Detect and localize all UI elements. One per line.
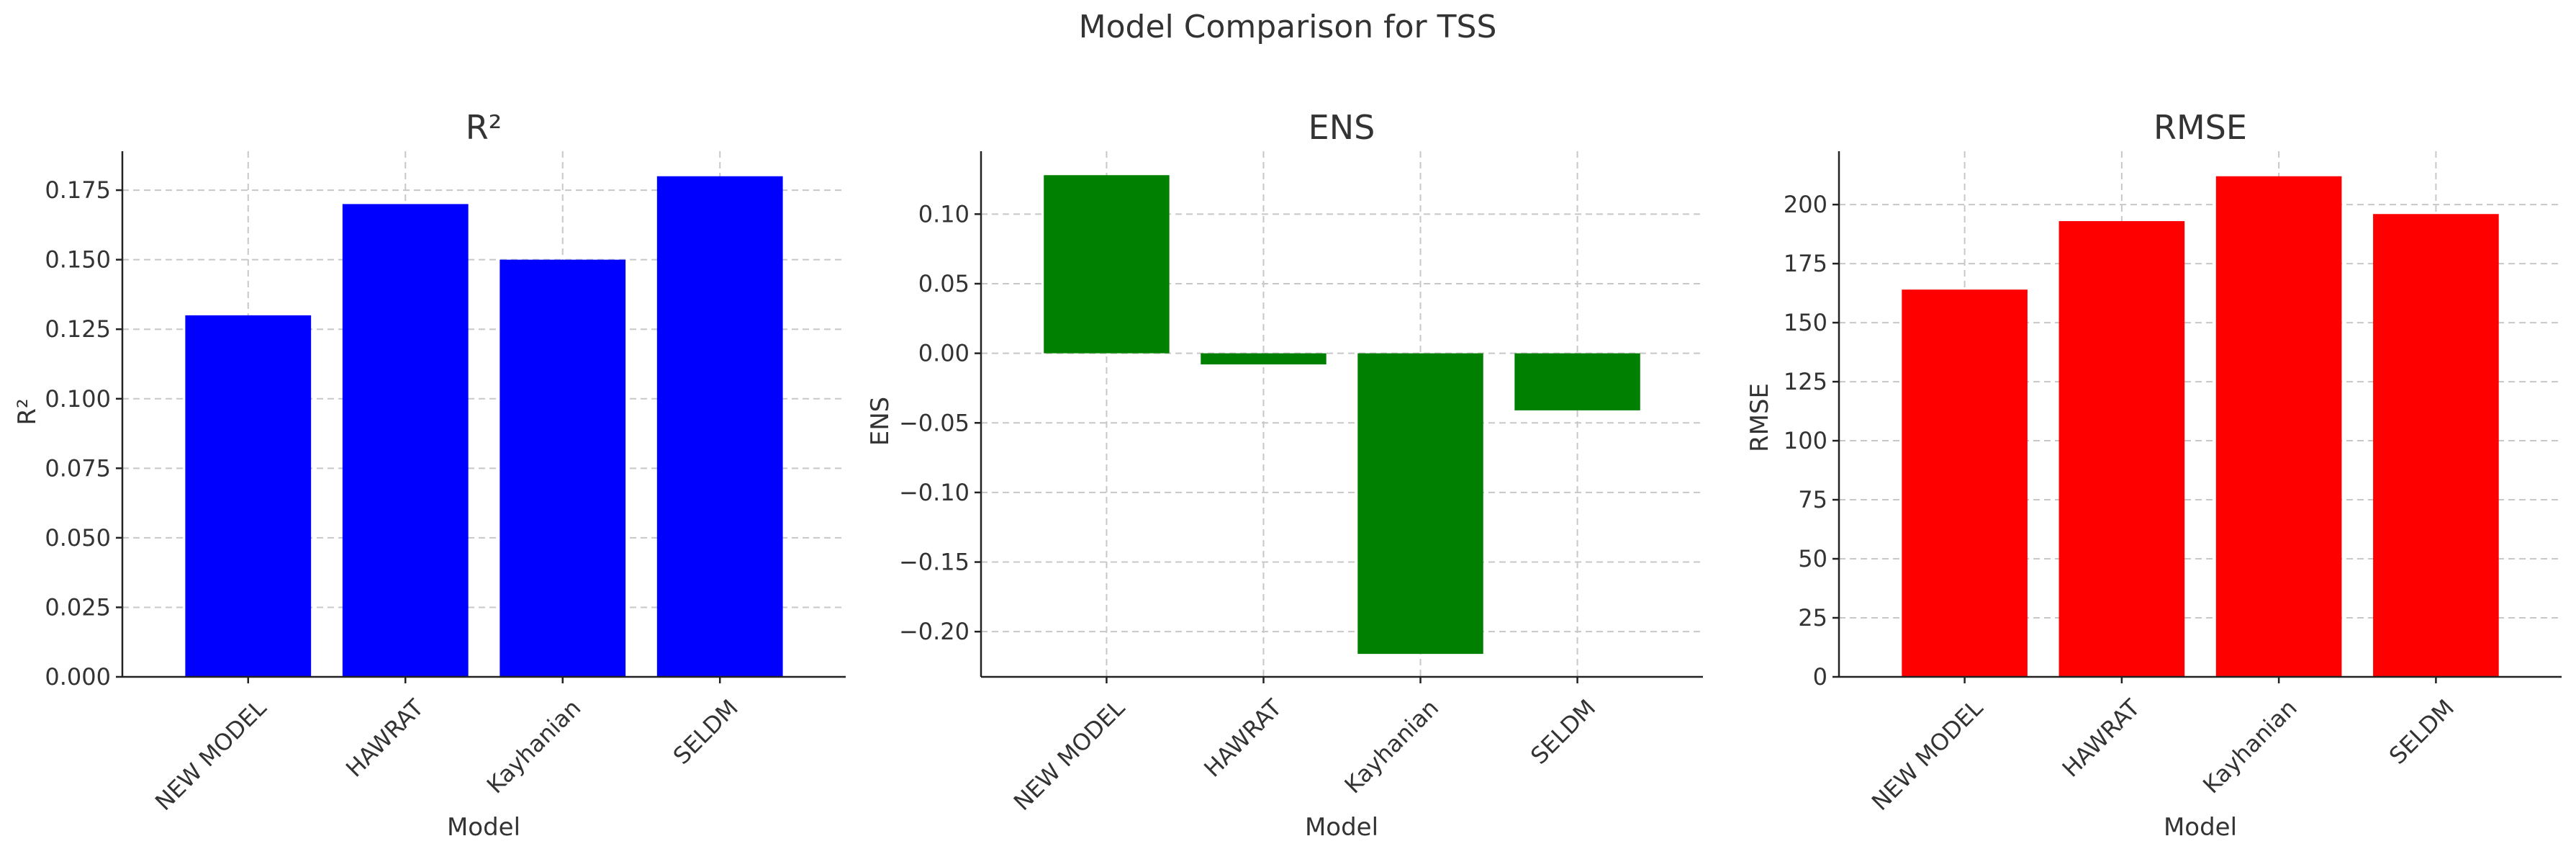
y-axis-label: ENS [866, 397, 895, 446]
rmse-bar [2215, 176, 2342, 677]
r2-bar [500, 259, 626, 678]
x-tick-label: SELDM [1525, 694, 1601, 770]
y-tick-label: 0.050 [45, 524, 111, 552]
x-axis-label: Model [2164, 813, 2237, 842]
bars [1044, 175, 1640, 655]
rmse-bar [2373, 214, 2499, 678]
bars [1902, 176, 2499, 678]
y-tick-label: 75 [1798, 486, 1827, 513]
x-tick-label: HAWRAT [340, 693, 429, 782]
y-tick-label: −0.05 [899, 409, 970, 436]
x-tick-label: Kayhanian [2197, 694, 2302, 799]
x-tick-label: HAWRAT [2057, 693, 2146, 782]
x-tick-label: SELDM [668, 694, 744, 770]
x-axis-label: Model [447, 813, 520, 842]
y-tick-label: 0.000 [45, 663, 111, 691]
chart-title: RMSE [2154, 108, 2247, 147]
chart-title: R² [466, 108, 502, 147]
y-tick-label: 0 [1813, 663, 1827, 691]
r2-bar [185, 315, 312, 677]
x-tick-label: SELDM [2384, 694, 2459, 770]
ens-bar [1201, 353, 1327, 365]
y-tick-label: 25 [1798, 604, 1827, 631]
ens-bar [1357, 353, 1483, 655]
chart-title: ENS [1309, 108, 1375, 147]
figure-title: Model Comparison for TSS [1079, 9, 1497, 45]
x-tick-label: NEW MODEL [1866, 694, 1988, 816]
y-tick-label: 0.075 [45, 454, 111, 482]
y-tick-label: 0.100 [45, 385, 111, 413]
y-tick-label: 0.10 [918, 200, 970, 228]
y-axis-label: RMSE [1745, 383, 1774, 452]
y-axis-label: R² [13, 398, 42, 425]
y-tick-label: 0.00 [918, 340, 970, 367]
rmse-bar [2058, 221, 2185, 677]
y-tick-label: −0.20 [899, 618, 970, 645]
x-tick-label: HAWRAT [1198, 693, 1287, 782]
x-tick-label: Kayhanian [482, 694, 587, 799]
x-axis-label: Model [1305, 813, 1378, 842]
axes: −0.20 −0.15 −0.10 −0.05 0.00 0.05 0.10 NEW MODE… [899, 151, 1703, 816]
y-tick-label: 100 [1784, 427, 1827, 454]
ens-bar [1514, 353, 1640, 410]
y-tick-label: −0.15 [899, 549, 970, 576]
y-tick-label: 0.175 [45, 176, 111, 204]
y-tick-label: 0.05 [918, 270, 970, 297]
y-tick-label: 0.025 [45, 593, 111, 621]
rmse-bar [1902, 289, 2028, 677]
y-tick-label: 200 [1784, 191, 1827, 218]
y-tick-label: 125 [1784, 368, 1827, 395]
y-tick-label: 150 [1784, 309, 1827, 336]
x-tick-label: NEW MODEL [150, 694, 271, 816]
y-tick-label: 0.150 [45, 246, 111, 274]
y-tick-label: 175 [1784, 250, 1827, 277]
rmse-chart-panel: RMSE Model RMSE 0 25 50 75 100 125 150 175 200 NE… [1745, 108, 2562, 842]
y-tick-label: 50 [1798, 545, 1827, 572]
ens-bar [1044, 175, 1170, 354]
y-tick-label: −0.10 [899, 479, 970, 506]
y-tick-label: 0.125 [45, 315, 111, 343]
x-tick-label: NEW MODEL [1008, 694, 1130, 816]
ens-chart-panel: ENS Model ENS −0.20 −0.15 −0.10 −0.05 0.00 0.… [866, 108, 1703, 842]
x-tick-label: Kayhanian [1339, 694, 1445, 799]
r2-chart-panel: R² Model R² 0.000 0.025 0.050 0.075 0.100 0.1… [13, 108, 846, 842]
r2-bar [342, 204, 469, 677]
bars [185, 176, 783, 678]
r2-bar [656, 176, 783, 677]
